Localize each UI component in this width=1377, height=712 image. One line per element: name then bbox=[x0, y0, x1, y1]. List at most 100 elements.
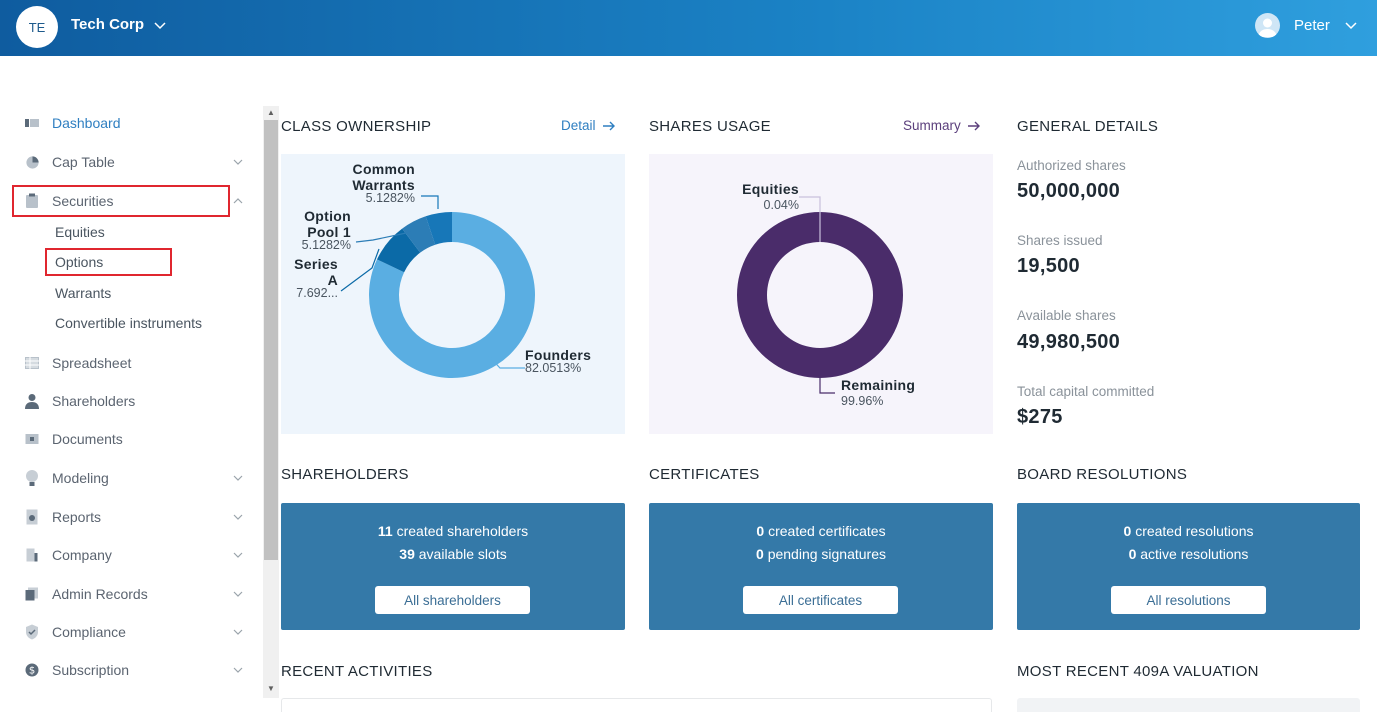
slice-value-label: 5.1282% bbox=[366, 191, 415, 205]
shareholders-section-title: SHAREHOLDERS bbox=[281, 466, 409, 483]
card-line: 39 available slots bbox=[399, 546, 507, 562]
donut-slice-remaining[interactable] bbox=[737, 211, 903, 378]
slice-label: Equities bbox=[742, 181, 799, 197]
card-line: 0 created resolutions bbox=[1123, 523, 1254, 539]
sidebar-item-subscription[interactable]: $ Subscription bbox=[24, 659, 244, 681]
sidebar-item-shareholders[interactable]: Shareholders bbox=[24, 390, 244, 412]
sidebar-scrollbar-thumb[interactable] bbox=[264, 120, 278, 560]
lightbulb-icon bbox=[24, 470, 40, 486]
org-name[interactable]: Tech Corp bbox=[71, 16, 145, 33]
slice-label: Founders bbox=[525, 347, 591, 363]
sidebar-item-label: Dashboard bbox=[52, 115, 121, 131]
general-details-title: GENERAL DETAILS bbox=[1017, 118, 1159, 135]
sidebar-subitem-convertible[interactable]: Convertible instruments bbox=[55, 315, 203, 331]
certificates-card: 0 created certificates 0 pending signatu… bbox=[649, 503, 993, 630]
arrow-right-icon bbox=[602, 121, 615, 130]
org-avatar[interactable]: TE bbox=[16, 6, 58, 48]
authorized-shares-value: 50,000,000 bbox=[1017, 180, 1121, 202]
summary-link-label: Summary bbox=[903, 118, 961, 133]
chevron-down-icon[interactable] bbox=[232, 511, 244, 523]
sidebar-item-modeling[interactable]: Modeling bbox=[24, 467, 244, 489]
shares-issued-value: 19,500 bbox=[1017, 255, 1080, 277]
sidebar-item-spreadsheet[interactable]: Spreadsheet bbox=[24, 352, 244, 374]
detail-link[interactable]: Detail bbox=[561, 118, 616, 133]
slice-label: A bbox=[328, 272, 338, 288]
all-certificates-button[interactable]: All certificates bbox=[743, 586, 898, 614]
slice-label: Pool 1 bbox=[307, 224, 351, 240]
slice-label: Remaining bbox=[841, 377, 915, 393]
shares-usage-title: SHARES USAGE bbox=[649, 118, 771, 135]
board-resolutions-card: 0 created resolutions 0 active resolutio… bbox=[1017, 503, 1360, 630]
scroll-down-arrow-icon[interactable]: ▼ bbox=[267, 684, 275, 693]
card-line: 0 pending signatures bbox=[756, 546, 886, 562]
slice-label: Warrants bbox=[352, 177, 415, 193]
folder-icon bbox=[24, 431, 40, 447]
board-resolutions-section-title: BOARD RESOLUTIONS bbox=[1017, 466, 1188, 483]
available-shares-label: Available shares bbox=[1017, 308, 1116, 323]
dollar-icon: $ bbox=[24, 662, 40, 678]
slice-value-label: 0.04% bbox=[764, 198, 799, 212]
user-avatar[interactable] bbox=[1255, 13, 1280, 38]
leader-line bbox=[340, 248, 380, 292]
sidebar-item-label: Compliance bbox=[52, 624, 126, 640]
sidebar-item-company[interactable]: Company bbox=[24, 544, 244, 566]
class-ownership-title: CLASS OWNERSHIP bbox=[281, 118, 432, 135]
donut-slice-series-a[interactable] bbox=[377, 228, 421, 273]
sidebar-item-admin-records[interactable]: Admin Records bbox=[24, 583, 244, 605]
chevron-down-icon[interactable] bbox=[232, 626, 244, 638]
slice-label: Option bbox=[304, 208, 351, 224]
sidebar-item-label: Company bbox=[52, 547, 112, 563]
sidebar-item-label: Modeling bbox=[52, 470, 109, 486]
chevron-down-icon[interactable] bbox=[232, 156, 244, 168]
chevron-down-icon[interactable] bbox=[232, 588, 244, 600]
sidebar-item-dashboard[interactable]: Dashboard bbox=[24, 112, 244, 134]
certificates-section-title: CERTIFICATES bbox=[649, 466, 760, 483]
sidebar-subitem-options[interactable]: Options bbox=[55, 254, 104, 270]
donut-slice-founders[interactable] bbox=[369, 212, 535, 378]
scroll-up-arrow-icon[interactable]: ▲ bbox=[267, 108, 275, 117]
chevron-down-icon[interactable] bbox=[232, 664, 244, 676]
authorized-shares-label: Authorized shares bbox=[1017, 158, 1126, 173]
chevron-down-icon[interactable] bbox=[1343, 17, 1359, 33]
available-shares-value: 49,980,500 bbox=[1017, 331, 1121, 353]
summary-link[interactable]: Summary bbox=[903, 118, 981, 133]
sidebar-item-label: Documents bbox=[52, 431, 123, 447]
sidebar-item-documents[interactable]: Documents bbox=[24, 428, 244, 450]
all-resolutions-button[interactable]: All resolutions bbox=[1111, 586, 1266, 614]
sidebar-item-label: Cap Table bbox=[52, 154, 115, 170]
sidebar-item-compliance[interactable]: Compliance bbox=[24, 621, 244, 643]
sidebar-subitem-warrants[interactable]: Warrants bbox=[55, 285, 112, 301]
org-initials: TE bbox=[28, 19, 46, 35]
highlight-box-options bbox=[45, 248, 172, 276]
sidebar-item-securities[interactable]: Securities bbox=[24, 190, 244, 212]
card-line: 0 created certificates bbox=[756, 523, 886, 539]
top-bar: TE Tech Corp Peter bbox=[0, 0, 1377, 56]
sidebar-subitem-equities[interactable]: Equities bbox=[55, 224, 105, 240]
sidebar-item-label: Spreadsheet bbox=[52, 355, 132, 371]
shares-usage-chart: Equities 0.04% Remaining 99.96% bbox=[649, 154, 993, 434]
pie-chart-icon bbox=[24, 154, 40, 170]
chevron-down-icon[interactable] bbox=[152, 17, 168, 33]
user-avatar-icon bbox=[1258, 18, 1277, 37]
all-shareholders-button[interactable]: All shareholders bbox=[375, 586, 530, 614]
sidebar-item-reports[interactable]: Reports bbox=[24, 506, 244, 528]
leader-line bbox=[799, 196, 821, 242]
valuation-panel bbox=[1017, 698, 1360, 712]
chevron-up-icon[interactable] bbox=[232, 195, 244, 207]
user-name[interactable]: Peter bbox=[1294, 17, 1330, 34]
recent-activities-title: RECENT ACTIVITIES bbox=[281, 663, 433, 680]
chevron-down-icon[interactable] bbox=[232, 472, 244, 484]
slice-label: Common bbox=[353, 161, 415, 177]
records-icon bbox=[24, 586, 40, 602]
chevron-down-icon[interactable] bbox=[232, 549, 244, 561]
donut-slice-common-warrants[interactable] bbox=[425, 212, 452, 245]
class-ownership-chart: Founders 82.0513% Series A 7.692... Option Poo… bbox=[281, 154, 625, 434]
donut-slice-option-pool-1[interactable] bbox=[402, 216, 436, 253]
building-icon bbox=[24, 547, 40, 563]
sidebar-item-cap-table[interactable]: Cap Table bbox=[24, 151, 244, 173]
svg-text:$: $ bbox=[29, 666, 35, 677]
leader-line bbox=[421, 195, 439, 209]
sidebar-item-label: Securities bbox=[52, 193, 114, 209]
